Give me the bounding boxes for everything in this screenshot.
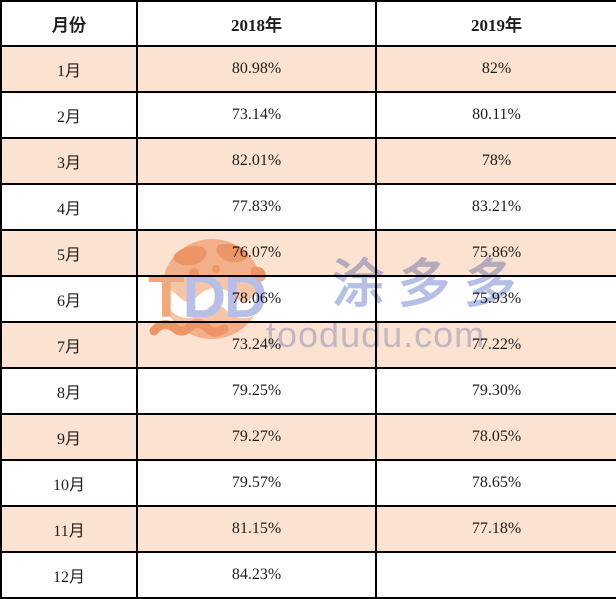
table-header: 月份 2018年 2019年: [0, 0, 616, 47]
cell-2019: 75.93%: [375, 275, 616, 323]
cell-2019: 78.65%: [375, 459, 616, 507]
cell-2019: 80.11%: [375, 91, 616, 139]
month-cell: 3月: [0, 137, 138, 185]
cell-2018: 79.57%: [136, 459, 377, 507]
cell-2019: 77.18%: [375, 505, 616, 553]
cell-2019: 78.05%: [375, 413, 616, 461]
cell-2018: 73.24%: [136, 321, 377, 369]
cell-2018: 81.15%: [136, 505, 377, 553]
cell-2019: [375, 551, 616, 599]
month-cell: 4月: [0, 183, 138, 231]
table-row: 10月 79.57% 78.65%: [0, 459, 616, 507]
cell-2018: 79.27%: [136, 413, 377, 461]
month-cell: 9月: [0, 413, 138, 461]
table-row: 12月 84.23%: [0, 551, 616, 599]
cell-2018: 78.06%: [136, 275, 377, 323]
month-cell: 8月: [0, 367, 138, 415]
table-row: 11月 81.15% 77.18%: [0, 505, 616, 553]
cell-2019: 75.86%: [375, 229, 616, 277]
cell-2018: 76.07%: [136, 229, 377, 277]
month-cell: 6月: [0, 275, 138, 323]
cell-2019: 79.30%: [375, 367, 616, 415]
cell-2018: 77.83%: [136, 183, 377, 231]
column-header-2019: 2019年: [375, 0, 616, 47]
table-row: 8月 79.25% 79.30%: [0, 367, 616, 415]
table-body: 1月 80.98% 82% 2月 73.14% 80.11% 3月 82.01% 78% 4月 77…: [0, 45, 616, 599]
column-header-month: 月份: [0, 0, 138, 47]
cell-2019: 77.22%: [375, 321, 616, 369]
table-row: 3月 82.01% 78%: [0, 137, 616, 185]
cell-2018: 80.98%: [136, 45, 377, 93]
table-row: 2月 73.14% 80.11%: [0, 91, 616, 139]
cell-2018: 73.14%: [136, 91, 377, 139]
month-cell: 1月: [0, 45, 138, 93]
month-cell: 12月: [0, 551, 138, 599]
cell-2019: 82%: [375, 45, 616, 93]
table-row: 1月 80.98% 82%: [0, 45, 616, 93]
cell-2018: 84.23%: [136, 551, 377, 599]
month-cell: 7月: [0, 321, 138, 369]
month-cell: 2月: [0, 91, 138, 139]
cell-2018: 82.01%: [136, 137, 377, 185]
table-row: 6月 78.06% 75.93%: [0, 275, 616, 323]
table-row: 9月 79.27% 78.05%: [0, 413, 616, 461]
cell-2019: 78%: [375, 137, 616, 185]
month-cell: 5月: [0, 229, 138, 277]
table-row: 4月 77.83% 83.21%: [0, 183, 616, 231]
column-header-2018: 2018年: [136, 0, 377, 47]
month-cell: 10月: [0, 459, 138, 507]
table-row: 7月 73.24% 77.22%: [0, 321, 616, 369]
cell-2019: 83.21%: [375, 183, 616, 231]
table-row: 5月 76.07% 75.86%: [0, 229, 616, 277]
cell-2018: 79.25%: [136, 367, 377, 415]
month-cell: 11月: [0, 505, 138, 553]
header-row: 月份 2018年 2019年: [0, 0, 616, 47]
